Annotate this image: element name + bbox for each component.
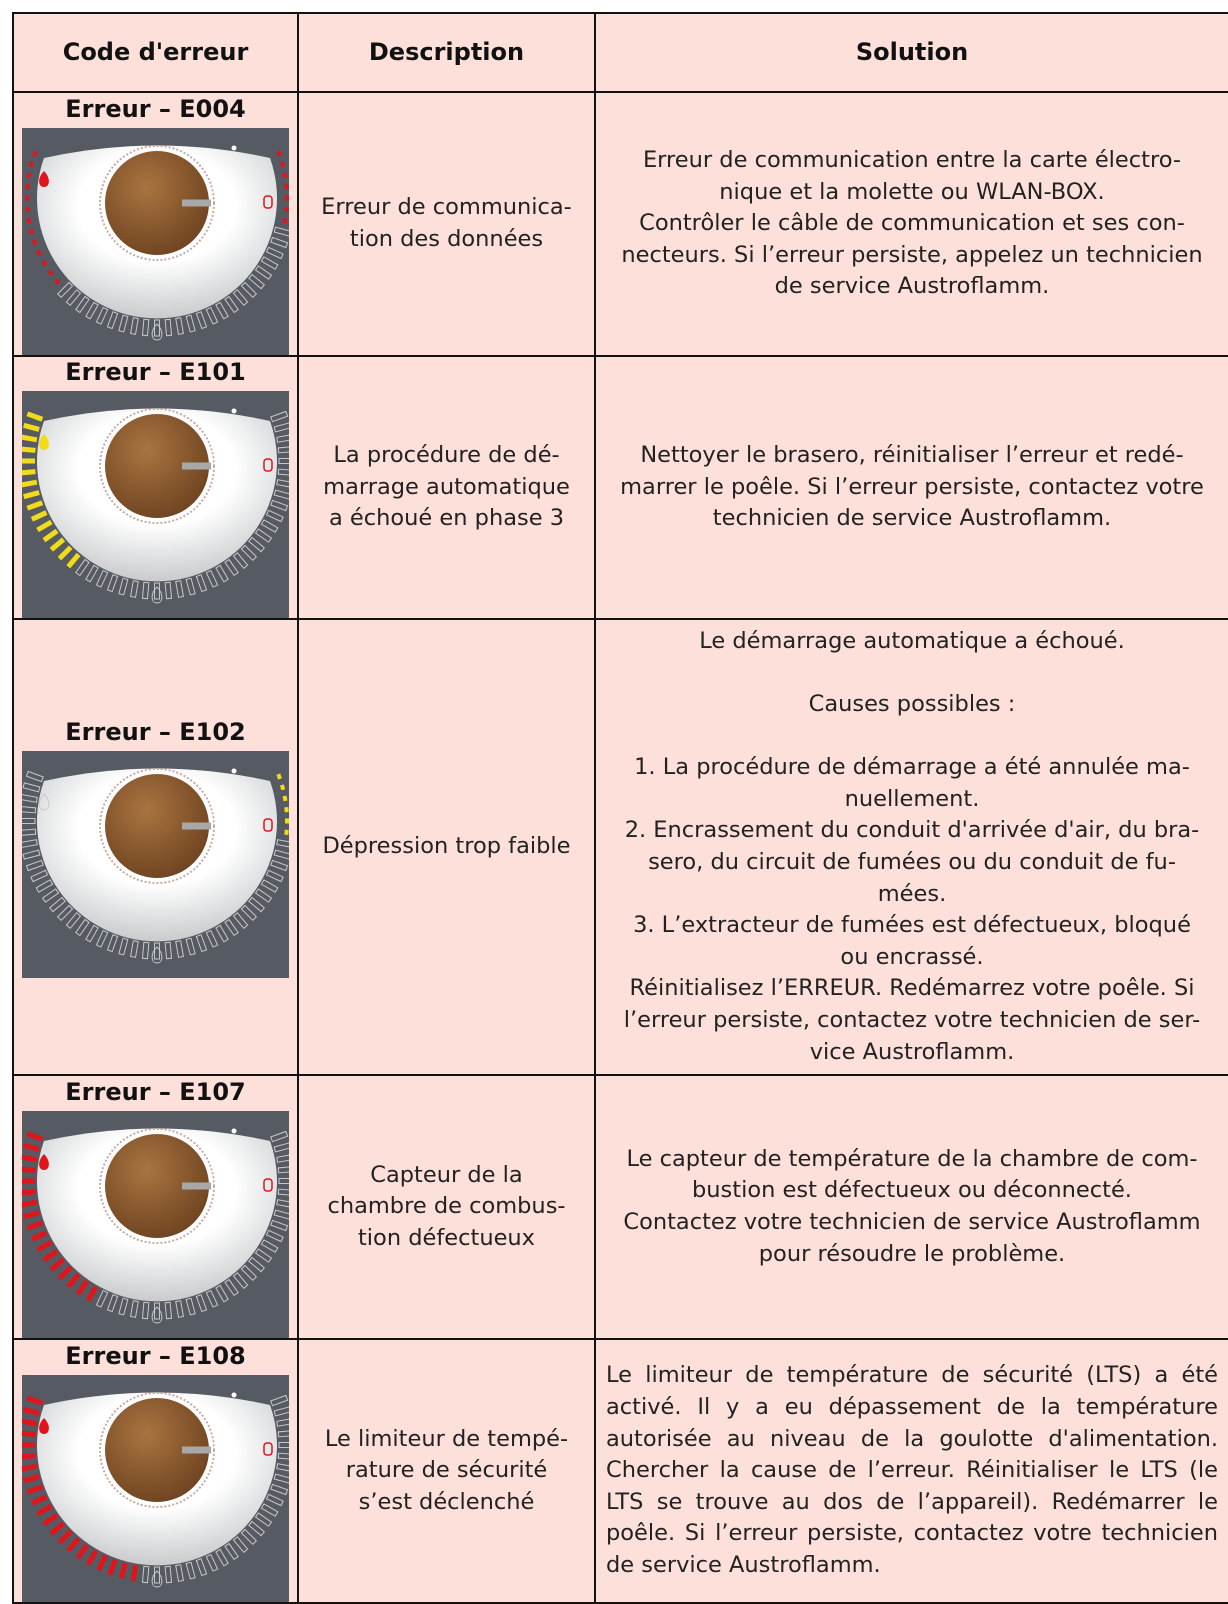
solution-cell: Erreur de communication entre la carte é…	[596, 93, 1228, 357]
error-code: Erreur – E101	[65, 358, 246, 386]
solution-paragraph: Erreur de communication entre la carte é…	[621, 145, 1202, 303]
description-line: Erreur de communica-	[321, 194, 572, 221]
solution-line: technicien de service Austroflamm.	[712, 505, 1112, 532]
solution-line: poêle. Si l’erreur persiste, contactez v…	[606, 1520, 1218, 1547]
solution-paragraph: Nettoyer le brasero, réinitialiser l’err…	[620, 440, 1204, 535]
header-text: Solution	[855, 37, 969, 66]
solution-line: Nettoyer le brasero, réinitialiser l’err…	[640, 442, 1184, 469]
display-image	[22, 1374, 289, 1602]
code-cell: Erreur – E004	[14, 93, 299, 357]
solution-line: 3. L’extracteur de fumées est défectueux…	[633, 912, 1191, 939]
solution-cell: Le capteur de température de la chambre …	[596, 1076, 1228, 1340]
solution-line: mées.	[877, 880, 947, 907]
solution-line: de service Austroflamm.	[606, 1551, 881, 1578]
solution-paragraph: Le limiteur de température de sécurité (…	[606, 1360, 1218, 1581]
solution-line: autorisée au niveau de la goulotte d'ali…	[606, 1425, 1218, 1452]
code-cell: Erreur – E101	[14, 357, 299, 620]
solution-line: bustion est défectueux ou déconnecté.	[692, 1177, 1132, 1204]
solution-line: Contactez votre technicien de service Au…	[623, 1209, 1201, 1235]
header-text: Code d'erreur	[62, 37, 249, 66]
description-cell: La procédure de dé-marrage automatique a …	[299, 357, 596, 620]
solution-line: pour résoudre le problème.	[758, 1240, 1066, 1267]
description-line: tion défectueux	[357, 1224, 535, 1251]
solution-line: vice Austroflamm.	[809, 1038, 1015, 1065]
header-cell: Solution	[596, 14, 1228, 93]
solution-line: necteurs. Si l’erreur persiste, appelez …	[621, 241, 1203, 268]
error-code: Erreur – E004	[65, 94, 246, 123]
solution-paragraph: 1. La procédure de démarrage a été annul…	[624, 752, 1201, 1068]
solution-line: Le limiteur de température de sécurité (…	[606, 1362, 1218, 1389]
description-line: a échoué en phase 3	[328, 505, 565, 532]
solution-line: Chercher la cause de l’erreur. Réinitial…	[606, 1457, 1218, 1484]
error-table: Code d'erreur Description Solution Erreur –…	[12, 12, 1228, 1604]
solution-line: 2. Encrassement du conduit d'arrivée d'a…	[624, 817, 1200, 844]
code-cell: Erreur – E108	[14, 1340, 299, 1604]
solution-line: Contrôler le câble de communication et s…	[639, 210, 1185, 237]
solution-line: activé. Il y a eu dépassement de la temp…	[606, 1394, 1218, 1421]
header-cell: Description	[299, 14, 596, 93]
description-cell: Dépression trop faible	[299, 620, 596, 1076]
header-text: Description	[368, 37, 525, 66]
description-line: rature de sécurité	[345, 1457, 548, 1484]
solution-paragraph: Le démarrage automatique a échoué.	[699, 626, 1125, 658]
solution-line: nique et la molette ou WLAN-BOX.	[719, 178, 1105, 205]
header-cell: Code d'erreur	[14, 14, 299, 93]
description-line: tion des données	[349, 226, 544, 252]
error-code: Erreur – E107	[65, 1077, 246, 1106]
code-cell: Erreur – E102	[14, 620, 299, 1076]
solution-paragraph: Le capteur de température de la chambre …	[623, 1144, 1200, 1270]
solution-line: LTS se trouve au dos de l’appareil). Red…	[606, 1488, 1218, 1515]
error-code: Erreur – E102	[65, 717, 246, 746]
solution-line: Réinitialisez l’ERREUR. Redémarrez votre…	[629, 975, 1195, 1002]
solution-line: Le capteur de température de la chambre …	[626, 1145, 1198, 1172]
error-code: Erreur – E108	[65, 1341, 246, 1370]
display-image	[22, 391, 289, 618]
display-image	[22, 127, 289, 355]
display-image	[22, 1110, 289, 1338]
description-line: s’est déclenché	[358, 1488, 535, 1515]
solution-line: de service Austroflamm.	[774, 273, 1050, 300]
description-line: Le limiteur de tempé-	[324, 1425, 569, 1452]
solution-line: nuellement.	[844, 785, 980, 812]
solution-line: 1. La procédure de démarrage a été annul…	[634, 754, 1190, 781]
code-cell: Erreur – E107	[14, 1076, 299, 1340]
solution-cell: Le limiteur de température de sécurité (…	[596, 1340, 1228, 1604]
solution-line: Le démarrage automatique a échoué.	[699, 627, 1125, 654]
description-cell: Le limiteur de tempé-rature de sécurité s…	[299, 1340, 596, 1604]
description-cell: Capteur de la chambre de combus-tion défe…	[299, 1076, 596, 1340]
description-line: Capteur de la	[370, 1161, 523, 1188]
solution-cell: Le démarrage automatique a échoué. Causes…	[596, 620, 1228, 1076]
solution-line: Causes possibles :	[808, 691, 1016, 718]
description-line: chambre de combus-	[327, 1193, 566, 1220]
description-line: marrage automatique	[323, 473, 570, 500]
solution-line: marrer le poêle. Si l’erreur persiste, c…	[620, 473, 1204, 500]
description-cell: Erreur de communica-tion des données	[299, 93, 596, 357]
solution-paragraph: Causes possibles :	[809, 689, 1016, 721]
solution-cell: Nettoyer le brasero, réinitialiser l’err…	[596, 357, 1228, 620]
description-line: La procédure de dé-	[333, 442, 560, 469]
solution-line: sero, du circuit de fumées ou du conduit…	[648, 849, 1176, 875]
description-line: Dépression trop faible	[322, 833, 571, 860]
solution-line: ou encrassé.	[840, 943, 984, 970]
solution-line: l’erreur persiste, contactez votre techn…	[623, 1006, 1201, 1033]
solution-line: Erreur de communication entre la carte é…	[642, 147, 1182, 174]
display-image	[22, 750, 289, 978]
